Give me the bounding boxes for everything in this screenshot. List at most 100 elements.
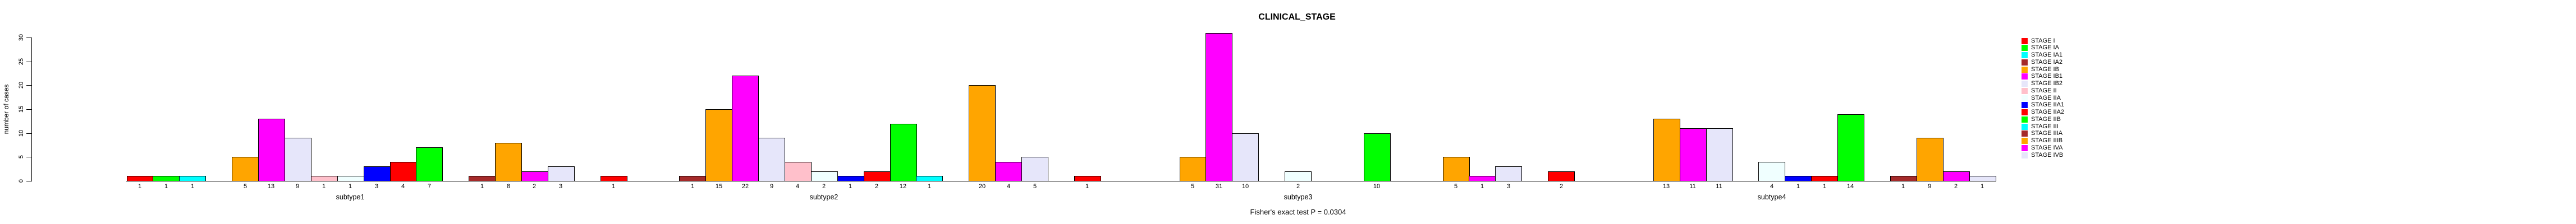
legend-swatch-stage-iiib <box>2022 138 2028 144</box>
bar-subtype1-stage-iib <box>416 147 443 181</box>
bar-subtype4-stage-iva <box>1943 171 1970 181</box>
bar-subtype4-stage-iia1 <box>1785 176 1812 181</box>
y-tick-label: 25 <box>18 58 25 66</box>
legend-item-stage-iia1: STAGE IIA1 <box>2031 101 2065 108</box>
bar-subtype1-stage-ia1 <box>179 176 206 181</box>
y-tick-label: 0 <box>18 179 25 183</box>
y-tick-mark <box>26 133 31 134</box>
legend-swatch-stage-ia2 <box>2022 59 2028 66</box>
bar-subtype3-stage-ivb <box>1495 166 1522 181</box>
legend-item-stage-ia1: STAGE IA1 <box>2031 52 2063 58</box>
bar-count-label: 5 <box>1033 183 1037 190</box>
y-tick-label: 20 <box>18 81 25 89</box>
bar-subtype2-stage-iia2 <box>864 171 891 181</box>
y-tick-label: 10 <box>18 129 25 137</box>
y-tick-label: 15 <box>18 105 25 113</box>
bar-count-label: 13 <box>1662 183 1670 190</box>
bar-count-label: 4 <box>401 183 405 190</box>
bar-subtype1-stage-ii <box>311 176 338 181</box>
bar-subtype3-stage-i <box>1074 176 1101 181</box>
bar-subtype1-stage-ib1 <box>258 119 285 181</box>
x-group-label-subtype4: subtype4 <box>1757 193 1786 201</box>
legend-item-stage-iib: STAGE IIB <box>2031 116 2061 123</box>
bar-count-label: 11 <box>1716 183 1722 190</box>
legend-item-stage-iia2: STAGE IIA2 <box>2031 109 2065 115</box>
legend-swatch-stage-ib2 <box>2022 81 2028 87</box>
bar-count-label: 3 <box>558 183 563 190</box>
bar-count-label: 2 <box>1954 183 1958 190</box>
legend-swatch-stage-iva <box>2022 145 2028 151</box>
bar-count-label: 5 <box>1454 183 1458 190</box>
bar-count-label: 2 <box>532 183 537 190</box>
bar-subtype4-stage-ivb <box>1969 176 1996 181</box>
bar-count-label: 5 <box>1190 183 1195 190</box>
bar-subtype1-stage-iiib <box>495 143 522 181</box>
bar-subtype1-stage-ia <box>153 176 180 181</box>
bar-count-label: 7 <box>427 183 432 190</box>
bar-subtype1-stage-iva <box>521 171 548 181</box>
bar-count-label: 2 <box>1559 183 1564 190</box>
bar-subtype2-stage-ib2 <box>758 138 785 181</box>
bar-subtype4-stage-iia2 <box>1811 176 1838 181</box>
bar-count-label: 1 <box>1085 183 1089 190</box>
bar-count-label: 5 <box>243 183 247 190</box>
bar-count-label: 1 <box>164 183 168 190</box>
bar-subtype3-stage-iia <box>1285 171 1312 181</box>
bar-subtype4-stage-iiib <box>1917 138 1944 181</box>
x-group-label-subtype2: subtype2 <box>809 193 838 201</box>
bar-count-label: 12 <box>899 183 907 190</box>
bar-count-label: 9 <box>295 183 300 190</box>
bar-subtype1-stage-ib2 <box>285 138 311 181</box>
legend-item-stage-ib: STAGE IB <box>2031 66 2059 73</box>
bar-subtype1-stage-iia2 <box>390 162 417 181</box>
bar-count-label: 1 <box>1980 183 1984 190</box>
legend-item-stage-ia2: STAGE IA2 <box>2031 59 2063 66</box>
fisher-test-annotation: Fisher's exact test P = 0.0304 <box>1250 208 1346 216</box>
legend-item-stage-iiia: STAGE IIIA <box>2031 130 2063 137</box>
legend-item-stage-ivb: STAGE IVB <box>2031 152 2064 158</box>
bar-count-label: 14 <box>1846 183 1854 190</box>
bar-count-label: 13 <box>267 183 275 190</box>
bar-count-label: 9 <box>1927 183 1932 190</box>
x-group-label-subtype3: subtype3 <box>1284 193 1313 201</box>
bar-subtype4-stage-iia <box>1758 162 1785 181</box>
bar-count-label: 1 <box>848 183 852 190</box>
bar-subtype1-stage-ib <box>232 157 259 181</box>
legend-swatch-stage-ia1 <box>2022 52 2028 58</box>
bar-subtype3-stage-iib <box>1364 133 1391 181</box>
bar-subtype4-stage-i <box>1548 171 1575 181</box>
y-axis-label: number of cases <box>2 84 10 134</box>
legend-item-stage-iva: STAGE IVA <box>2031 144 2063 151</box>
bar-subtype2-stage-iva <box>995 162 1022 181</box>
bar-count-label: 11 <box>1689 183 1696 190</box>
legend-item-stage-iiib: STAGE IIIB <box>2031 137 2063 144</box>
legend-swatch-stage-iib <box>2022 116 2028 123</box>
bar-count-label: 2 <box>1296 183 1300 190</box>
legend-swatch-stage-iia2 <box>2022 109 2028 115</box>
bar-subtype1-stage-ivb <box>548 166 575 181</box>
bar-subtype4-stage-ib <box>1653 119 1680 181</box>
bar-subtype2-stage-iii <box>916 176 943 181</box>
y-tick-label: 5 <box>18 155 25 159</box>
bar-subtype3-stage-ib <box>1180 157 1207 181</box>
bar-count-label: 10 <box>1373 183 1381 190</box>
bar-count-label: 1 <box>1822 183 1827 190</box>
bar-count-label: 1 <box>190 183 195 190</box>
bar-count-label: 3 <box>374 183 379 190</box>
bar-count-label: 1 <box>611 183 616 190</box>
bar-subtype4-stage-ib1 <box>1680 128 1707 181</box>
bar-count-label: 15 <box>715 183 723 190</box>
bar-count-label: 1 <box>348 183 352 190</box>
legend-swatch-stage-iia <box>2022 95 2028 101</box>
bar-count-label: 1 <box>1480 183 1484 190</box>
bar-subtype1-stage-iia <box>337 176 364 181</box>
bar-count-label: 1 <box>322 183 326 190</box>
legend-item-stage-ib2: STAGE IB2 <box>2031 80 2063 87</box>
legend-swatch-stage-ivb <box>2022 152 2028 158</box>
bar-count-label: 2 <box>822 183 826 190</box>
bar-subtype1-stage-i <box>127 176 154 181</box>
legend-swatch-stage-i <box>2022 38 2028 44</box>
legend-item-stage-iii: STAGE III <box>2031 123 2059 130</box>
bar-subtype2-stage-iia1 <box>837 176 864 181</box>
